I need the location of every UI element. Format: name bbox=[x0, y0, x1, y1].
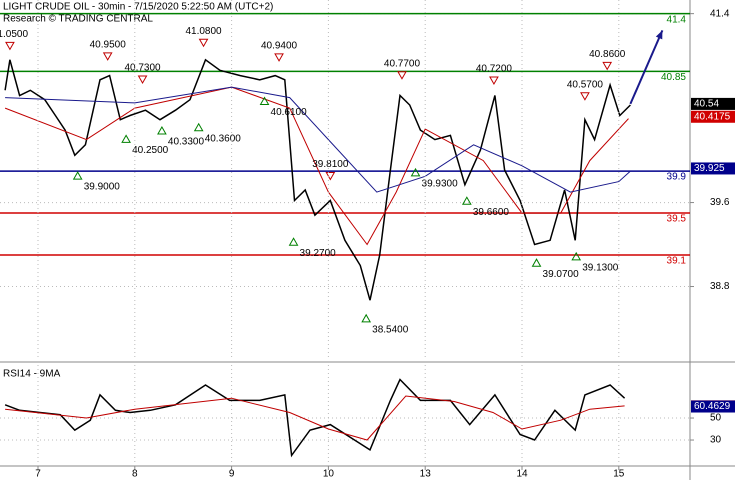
high-marker bbox=[602, 61, 613, 71]
x-tick-label: 13 bbox=[420, 469, 432, 480]
x-tick-label: 14 bbox=[516, 469, 528, 480]
low-marker bbox=[259, 96, 270, 106]
pivot-label: 39.1300 bbox=[582, 263, 619, 274]
low-marker bbox=[461, 196, 472, 205]
chart-title: LIGHT CRUDE OIL - 30min - 7/15/2020 5:22… bbox=[3, 2, 273, 13]
x-tick-label: 10 bbox=[323, 469, 335, 480]
low-marker bbox=[531, 258, 542, 267]
x-tick-label: 7 bbox=[35, 469, 41, 480]
low-marker bbox=[288, 237, 299, 246]
low-marker bbox=[72, 171, 83, 180]
price-box-label: 39.925 bbox=[694, 163, 725, 174]
price-box bbox=[691, 110, 735, 123]
x-tick-label: 8 bbox=[132, 469, 138, 480]
high-marker bbox=[5, 41, 15, 51]
pivot-label: 39.0700 bbox=[543, 269, 580, 280]
high-marker bbox=[580, 92, 590, 101]
pivot-label: 38.5400 bbox=[372, 324, 409, 335]
pivot-label: 40.7300 bbox=[124, 63, 161, 74]
pivot-label: 41.0500 bbox=[0, 29, 28, 40]
pivot-label: 39.2700 bbox=[300, 248, 337, 259]
level-label: 39.5 bbox=[667, 214, 687, 225]
high-marker bbox=[198, 38, 209, 48]
y-tick-label: 41.4 bbox=[710, 8, 730, 19]
high-marker bbox=[274, 53, 284, 62]
moving-average bbox=[5, 395, 625, 441]
low-marker bbox=[193, 122, 204, 132]
y-tick-label: 50 bbox=[710, 413, 722, 424]
pivot-label: 40.9500 bbox=[90, 40, 127, 51]
low-marker bbox=[571, 251, 582, 261]
level-label: 40.85 bbox=[661, 72, 686, 83]
price-box-label: 60.4629 bbox=[694, 401, 731, 412]
pivot-label: 40.5700 bbox=[567, 79, 604, 90]
pivot-label: 39.6600 bbox=[473, 207, 510, 218]
panel-title: RSI14 - 9MA bbox=[3, 369, 61, 380]
price-line bbox=[4, 378, 626, 458]
pivot-label: 40.9400 bbox=[261, 41, 298, 52]
price-box bbox=[691, 400, 735, 413]
pivot-label: 39.9300 bbox=[422, 179, 459, 190]
x-tick-label: 9 bbox=[229, 469, 235, 480]
price-box bbox=[691, 162, 735, 175]
high-marker bbox=[137, 75, 148, 84]
arrow-head bbox=[655, 30, 663, 40]
price-box bbox=[691, 97, 735, 110]
pivot-label: 40.3600 bbox=[205, 133, 242, 144]
pivot-label: 41.0800 bbox=[185, 26, 222, 37]
pivot-label: 39.9000 bbox=[84, 182, 121, 193]
x-tick-label: 15 bbox=[613, 469, 625, 480]
plot-bg bbox=[0, 0, 690, 465]
y-tick-label: 39.6 bbox=[710, 197, 730, 208]
level-label: 39.9 bbox=[667, 172, 687, 183]
pivot-label: 40.6100 bbox=[271, 107, 308, 118]
price-box-label: 40.54 bbox=[694, 99, 719, 110]
pivot-label: 40.7700 bbox=[384, 58, 421, 69]
y-tick-label: 38.8 bbox=[710, 281, 730, 292]
pivot-label: 40.2500 bbox=[132, 145, 169, 156]
low-marker bbox=[121, 134, 131, 143]
pivot-label: 40.3300 bbox=[168, 137, 205, 148]
pivot-label: 39.8100 bbox=[312, 159, 349, 170]
pivot-label: 40.8600 bbox=[589, 49, 626, 60]
low-marker bbox=[361, 313, 372, 323]
low-marker bbox=[157, 125, 167, 135]
level-label: 41.4 bbox=[667, 14, 687, 25]
level-label: 39.1 bbox=[667, 256, 687, 267]
high-marker bbox=[397, 71, 407, 80]
moving-average bbox=[4, 86, 629, 246]
low-marker bbox=[410, 167, 421, 177]
high-marker bbox=[489, 76, 499, 86]
y-tick-label: 30 bbox=[710, 435, 722, 446]
price-box-label: 40.4175 bbox=[694, 111, 731, 122]
price-line bbox=[4, 58, 631, 301]
forecast-arrow bbox=[629, 30, 664, 105]
high-marker bbox=[102, 52, 113, 61]
chart-subtitle: Research © TRADING CENTRAL bbox=[3, 14, 153, 25]
pivot-label: 40.7200 bbox=[476, 64, 513, 75]
moving-average bbox=[5, 86, 631, 193]
